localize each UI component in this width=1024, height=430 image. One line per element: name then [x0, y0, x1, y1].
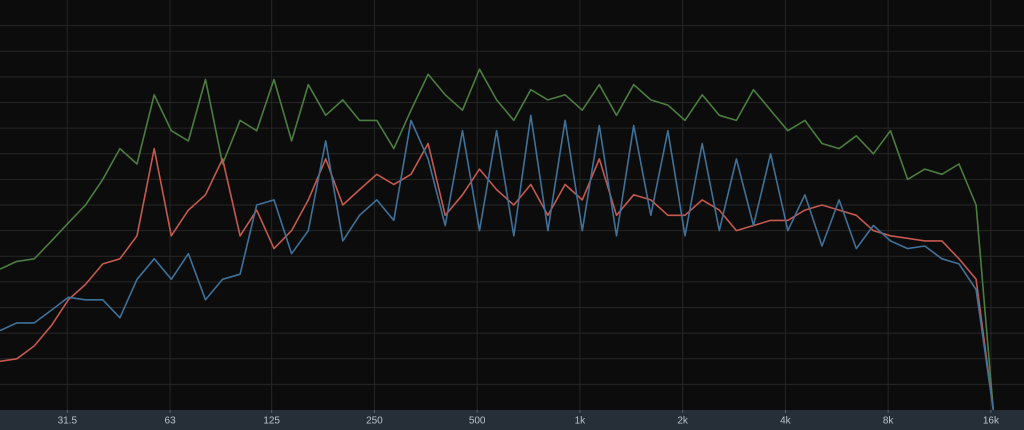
x-tick-label: 1k [575, 416, 587, 427]
spectrum-line [0, 142, 995, 411]
frequency-axis: 31.5 63 125 250 500 1k 2k 4k 8k 16k [58, 410, 1000, 427]
x-tick-label: 125 [263, 416, 280, 427]
x-tick-label: 2k [677, 416, 689, 427]
x-tick-label: 16k [983, 416, 1000, 427]
grid [0, 0, 1024, 410]
frequency-axis-bar [0, 410, 1024, 430]
spectrum-line [0, 114, 995, 411]
x-tick-label: 500 [469, 416, 486, 427]
x-tick-label: 4k [780, 416, 792, 427]
x-tick-label: 63 [165, 416, 177, 427]
spectrum-line [0, 68, 995, 411]
x-tick-label: 8k [883, 416, 895, 427]
x-tick-label: 31.5 [58, 416, 78, 427]
spectrum-lines [0, 68, 995, 411]
x-tick-label: 250 [366, 416, 383, 427]
